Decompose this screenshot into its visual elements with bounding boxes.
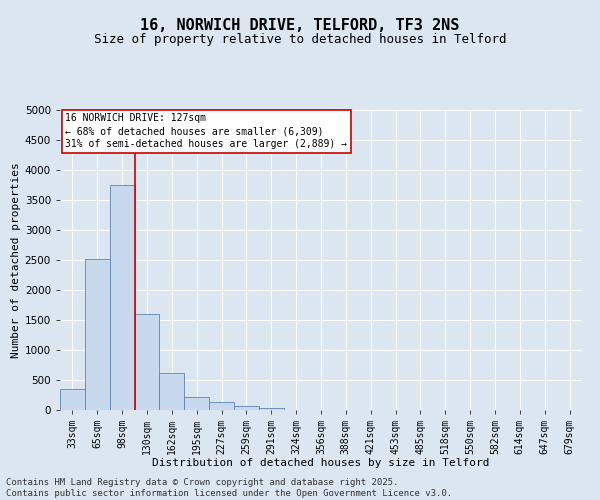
Y-axis label: Number of detached properties: Number of detached properties [11,162,20,358]
Bar [110,185,134,410]
Bar [184,396,209,410]
Bar [234,406,259,410]
Bar [60,389,85,410]
Bar [209,402,234,410]
Text: 16, NORWICH DRIVE, TELFORD, TF3 2NS: 16, NORWICH DRIVE, TELFORD, TF3 2NS [140,18,460,32]
Text: 16 NORWICH DRIVE: 127sqm
← 68% of detached houses are smaller (6,309)
31% of sem: 16 NORWICH DRIVE: 127sqm ← 68% of detach… [65,113,347,150]
X-axis label: Distribution of detached houses by size in Telford: Distribution of detached houses by size … [152,458,490,468]
Text: Contains HM Land Registry data © Crown copyright and database right 2025.
Contai: Contains HM Land Registry data © Crown c… [6,478,452,498]
Bar [85,259,110,410]
Bar [160,374,184,410]
Text: Size of property relative to detached houses in Telford: Size of property relative to detached ho… [94,32,506,46]
Bar [259,408,284,410]
Bar [134,314,160,410]
